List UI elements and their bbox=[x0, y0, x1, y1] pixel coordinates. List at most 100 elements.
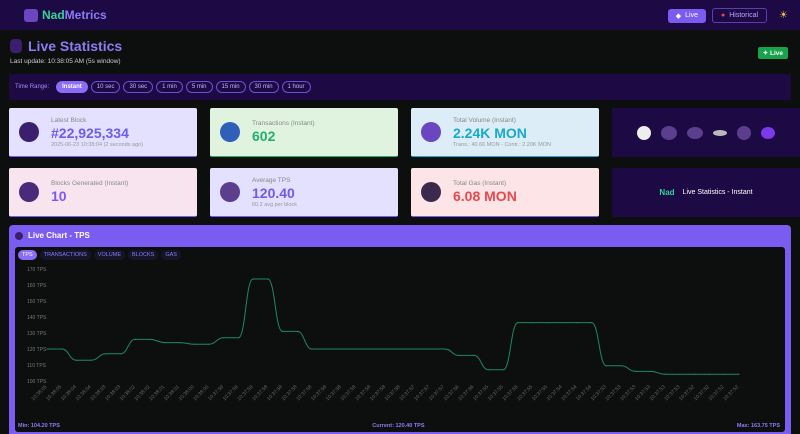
y-tick-label: 100 TPS bbox=[27, 379, 47, 385]
tps-data-point bbox=[311, 348, 313, 350]
tps-data-point bbox=[134, 338, 136, 340]
tps-data-point bbox=[237, 337, 239, 339]
tps-data-point bbox=[458, 354, 460, 356]
time-range-label: Time Range: bbox=[15, 84, 50, 90]
blocks-value: 10 bbox=[51, 187, 67, 204]
tab-tps[interactable]: TPS bbox=[18, 250, 37, 260]
live-nav-button[interactable]: ◆ Live bbox=[667, 8, 706, 23]
transactions-value: 602 bbox=[252, 127, 276, 144]
tps-data-point bbox=[326, 348, 328, 350]
range-30-min[interactable]: 30 min bbox=[248, 81, 279, 93]
tps-data-point bbox=[576, 322, 578, 324]
tps-data-point bbox=[178, 342, 181, 344]
tps-data-point bbox=[252, 278, 254, 280]
y-tick-label: 160 TPS bbox=[27, 283, 47, 289]
tps-data-point bbox=[296, 330, 298, 332]
tab-volume[interactable]: VOLUME bbox=[93, 250, 126, 260]
range-1-min[interactable]: 1 min bbox=[156, 81, 183, 93]
tps-data-point bbox=[384, 348, 387, 350]
tps-data-point bbox=[591, 322, 593, 324]
tps-data-point bbox=[708, 373, 711, 375]
tps-data-point bbox=[223, 337, 225, 339]
live-statistics-banner: Nad Live Statistics - Instant bbox=[612, 168, 800, 217]
mascot-icon bbox=[761, 126, 775, 139]
brand-logo[interactable]: Nad Metrics bbox=[24, 8, 107, 22]
range-15-min[interactable]: 15 min bbox=[215, 81, 246, 93]
tps-data-point bbox=[90, 359, 92, 361]
signal-icon: ✦ bbox=[762, 50, 770, 57]
historical-nav-button[interactable]: ● Historical bbox=[712, 8, 768, 23]
mascot-icon bbox=[713, 129, 727, 136]
page-title: Live Statistics bbox=[10, 38, 790, 54]
min-value: Min: 104.20 TPS bbox=[18, 423, 60, 429]
range-1-hour[interactable]: 1 hour bbox=[281, 81, 311, 93]
tps-data-point bbox=[429, 348, 431, 350]
tps-data-point bbox=[105, 353, 107, 355]
sun-icon[interactable]: ☀ bbox=[779, 10, 788, 21]
volume-value: 2.24K MON bbox=[453, 124, 527, 141]
range-instant[interactable]: Instant bbox=[56, 81, 88, 93]
tps-data-point bbox=[120, 353, 122, 355]
tps-data-point bbox=[532, 322, 534, 324]
history-icon: ● bbox=[721, 12, 726, 19]
live-chart-section: Live Chart - TPS TPS TRANSACTIONS VOLUME… bbox=[9, 225, 791, 434]
tps-data-point bbox=[281, 330, 284, 332]
last-update: Last update: 10:38:05 AM (5s window) bbox=[10, 58, 121, 65]
mascot-icon bbox=[19, 122, 39, 142]
tps-data-point bbox=[664, 373, 666, 375]
nad-mascot-icon bbox=[24, 8, 38, 22]
tps-data-point bbox=[561, 322, 563, 324]
tps-data-point bbox=[399, 348, 401, 350]
range-5-min[interactable]: 5 min bbox=[185, 81, 213, 93]
gas-card: Total Gas (Instant) 6.08 MON bbox=[411, 168, 599, 217]
tps-data-point bbox=[267, 278, 269, 280]
mascot-icon bbox=[421, 122, 441, 142]
live-status-badge: ✦ Live bbox=[757, 47, 788, 59]
mascot-icon bbox=[637, 125, 651, 140]
chart-mascot-icon bbox=[15, 231, 23, 240]
y-tick-label: 120 TPS bbox=[27, 347, 47, 353]
tps-data-point bbox=[517, 322, 519, 324]
tps-data-point bbox=[149, 338, 151, 340]
tps-data-point bbox=[679, 373, 681, 375]
tps-data-point bbox=[723, 373, 725, 375]
latest-block-card: Latest Block #22,925,334 2025-06-23 10:38:… bbox=[9, 108, 197, 157]
tps-data-point bbox=[208, 343, 210, 345]
tps-data-point bbox=[649, 370, 652, 372]
avg-tps-card: Average TPS 120.40 60.2 avg per block bbox=[210, 168, 398, 217]
y-tick-label: 110 TPS bbox=[27, 363, 47, 369]
tps-data-point bbox=[738, 373, 740, 375]
tps-data-point bbox=[46, 348, 48, 350]
tps-data-point bbox=[443, 348, 446, 350]
y-tick-label: 170 TPS bbox=[27, 267, 47, 273]
tps-data-point bbox=[355, 348, 357, 350]
tps-data-point bbox=[620, 365, 622, 367]
tps-data-point bbox=[75, 359, 78, 361]
tps-data-point bbox=[546, 322, 549, 324]
bird-mascot-icon bbox=[10, 39, 22, 53]
mascot-icon bbox=[737, 125, 751, 140]
tps-data-point bbox=[635, 370, 637, 372]
tps-series-line bbox=[47, 278, 739, 375]
tps-data-point bbox=[502, 369, 504, 371]
latest-block-value: #22,925,334 bbox=[51, 124, 129, 141]
tps-data-point bbox=[605, 365, 607, 367]
top-nav: Nad Metrics ◆ Live ● Historical ☀ bbox=[0, 0, 800, 30]
range-10-sec[interactable]: 10 sec bbox=[90, 81, 121, 93]
blocks-card: Blocks Generated (Instant) 10 bbox=[9, 168, 197, 217]
transactions-card: Transactions (Instant) 602 bbox=[210, 108, 398, 157]
tps-line-chart: 100 TPS 110 TPS 120 TPS 130 TPS 140 TPS 150 T… bbox=[27, 267, 740, 402]
chart-title: Live Chart - TPS bbox=[28, 231, 90, 240]
tab-gas[interactable]: GAS bbox=[161, 250, 181, 260]
range-30-sec[interactable]: 30 sec bbox=[123, 81, 154, 93]
time-range-bar: Time Range: Instant 10 sec 30 sec 1 min … bbox=[9, 74, 791, 100]
tab-blocks[interactable]: BLOCKS bbox=[128, 250, 159, 260]
y-tick-label: 130 TPS bbox=[27, 331, 47, 337]
tps-data-point bbox=[370, 348, 372, 350]
tps-data-point bbox=[694, 373, 696, 375]
tab-transactions[interactable]: TRANSACTIONS bbox=[39, 250, 91, 260]
tps-data-point bbox=[193, 343, 195, 345]
nad-logo: Nad bbox=[659, 188, 675, 197]
max-value: Max: 163.75 TPS bbox=[736, 423, 780, 429]
y-tick-label: 150 TPS bbox=[27, 299, 47, 305]
